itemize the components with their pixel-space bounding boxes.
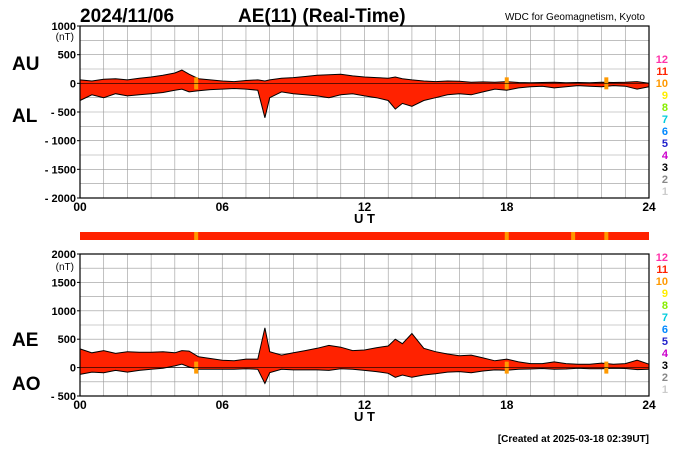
y-tick-label: 500 — [58, 50, 76, 62]
y-tick-label: 2000 — [52, 249, 76, 261]
y-unit-label: (nT) — [56, 262, 74, 273]
legend-level-6: 6 — [662, 126, 668, 138]
side-label-au: AU — [12, 54, 39, 75]
legend-level-7: 7 — [662, 312, 668, 324]
legend-level-9: 9 — [662, 90, 668, 102]
y-tick-label: 500 — [58, 334, 76, 346]
legend-level-4: 4 — [662, 150, 669, 162]
y-tick-label: 1000 — [52, 21, 76, 33]
grid — [80, 254, 649, 396]
legend-level-6: 6 — [662, 324, 668, 336]
x-tick-label: 24 — [642, 200, 656, 214]
y-tick-label: - 1500 — [45, 164, 76, 176]
au-al-panel: 1000 500 0 - 500 - 1000 - 1500 - 2000 (nT) 00 06 1… — [12, 21, 656, 226]
grid — [80, 26, 649, 198]
ae-ao-panel: 2000 1500 1000 500 0 - 500 (nT) 00 06 12 18 24 U T AE… — [12, 232, 656, 424]
status-strip-mark — [504, 232, 509, 240]
status-strip — [80, 232, 649, 240]
created-timestamp: [Created at 2025-03-18 02:39UT] — [498, 434, 649, 445]
legend-level-1: 1 — [662, 186, 668, 198]
x-tick-label: 06 — [216, 398, 230, 412]
x-tick-label: 00 — [73, 398, 87, 412]
legend-level-1: 1 — [662, 384, 668, 396]
y-tick-label: 1500 — [52, 277, 76, 289]
y-tick-label: - 500 — [51, 391, 76, 403]
status-strip-mark — [571, 232, 576, 240]
side-label-ao: AO — [12, 374, 41, 395]
legend-level-10: 10 — [656, 78, 668, 90]
series-line-au — [79, 69, 650, 84]
y-tick-label: - 2000 — [45, 193, 76, 205]
x-tick-label: 06 — [216, 200, 230, 214]
x-tick-label: 12 — [358, 398, 372, 412]
legend-level-11: 11 — [656, 66, 668, 78]
legend-level-11: 11 — [656, 264, 668, 276]
x-tick-label: 18 — [500, 398, 514, 412]
plot-title: AE(11) (Real-Time) — [238, 6, 406, 27]
legend-level-3: 3 — [662, 162, 668, 174]
y-tick-label: - 500 — [51, 107, 76, 119]
legend-level-5: 5 — [662, 138, 668, 150]
legend-level-2: 2 — [662, 174, 668, 186]
x-tick-label: 18 — [500, 200, 514, 214]
x-tick-label: 24 — [642, 398, 656, 412]
legend-level-8: 8 — [662, 300, 668, 312]
legend-level-7: 7 — [662, 114, 668, 126]
x-axis-label: U T — [354, 211, 375, 226]
series-line-al — [79, 85, 650, 118]
legend-level-2: 2 — [662, 372, 668, 384]
legend-level-4: 4 — [662, 348, 669, 360]
y-unit-label: (nT) — [56, 32, 74, 43]
y-tick-label: 1000 — [52, 306, 76, 318]
status-strip-mark — [604, 232, 609, 240]
y-tick-label: - 1000 — [45, 136, 76, 148]
legend-level-10: 10 — [656, 276, 668, 288]
status-strip-mark — [194, 232, 199, 240]
x-tick-label: 12 — [358, 200, 372, 214]
side-label-al: AL — [12, 106, 38, 127]
legend-level-8: 8 — [662, 102, 668, 114]
legend-level-5: 5 — [662, 336, 668, 348]
y-tick-label: 0 — [70, 78, 76, 90]
x-axis-label: U T — [354, 409, 375, 424]
y-tick-label: 0 — [70, 363, 76, 375]
legend-level-3: 3 — [662, 360, 668, 372]
x-tick-label: 00 — [73, 200, 87, 214]
plot-frame — [79, 253, 650, 397]
plot-date: 2024/11/06 — [80, 6, 174, 27]
organization-label: WDC for Geomagnetism, Kyoto — [505, 12, 645, 23]
side-label-ae: AE — [12, 330, 38, 351]
legend-level-12: 12 — [656, 252, 668, 264]
series-line-ae — [79, 327, 650, 365]
series-line-ao — [79, 363, 650, 385]
legend-level-12: 12 — [656, 54, 668, 66]
legend-level-9: 9 — [662, 288, 668, 300]
